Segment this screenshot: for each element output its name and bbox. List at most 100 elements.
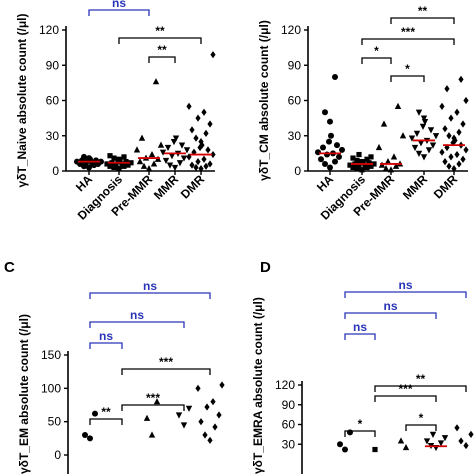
data-point	[107, 163, 113, 169]
data-point	[315, 149, 321, 156]
significance-bracket	[390, 17, 455, 24]
data-point	[368, 163, 374, 169]
data-point	[210, 51, 216, 59]
data-point	[454, 424, 460, 432]
data-point	[347, 162, 353, 168]
data-point	[334, 142, 340, 149]
data-point	[380, 120, 388, 127]
data-point	[347, 429, 353, 436]
data-point	[92, 410, 98, 417]
data-point	[332, 158, 338, 165]
data-point	[180, 155, 188, 162]
data-point	[168, 153, 176, 160]
data-point	[202, 431, 208, 439]
data-point	[166, 162, 174, 169]
data-point	[460, 120, 466, 128]
significance-bracket	[118, 37, 202, 44]
data-point	[178, 142, 186, 149]
data-point	[463, 146, 469, 154]
category-label: DMR	[431, 172, 460, 201]
significance-bracket	[361, 57, 392, 64]
data-point	[318, 156, 324, 163]
data-point	[162, 157, 170, 165]
panel-letter-c: C	[4, 259, 15, 276]
panel-b: 0 30 60 90 120 γδT_CM absolute count (/μl) HA D…	[257, 4, 469, 223]
data-point	[446, 162, 452, 170]
data-point	[432, 133, 440, 140]
data-point	[74, 158, 80, 165]
data-point	[439, 102, 445, 110]
data-point	[441, 435, 449, 442]
data-point	[189, 161, 195, 169]
data-point	[107, 153, 113, 159]
data-point	[458, 75, 464, 83]
significance-label: ns	[130, 308, 144, 322]
data-point	[419, 123, 427, 130]
significance-label: ns	[353, 320, 367, 334]
y-tick-label: 30	[46, 129, 60, 143]
data-point	[175, 412, 183, 419]
data-point	[98, 158, 104, 165]
panel-d: 30 60 90 120 γδT_EMRA absolute count (/μl) ns…	[251, 278, 474, 474]
significance-label: **	[416, 372, 426, 386]
data-point	[451, 165, 457, 173]
panel-a: 0 30 60 90 120 γδT_Naive absolute count (/μl)…	[15, 0, 216, 223]
data-point	[81, 153, 87, 160]
data-point	[342, 446, 348, 453]
category-label: HA	[73, 172, 95, 194]
data-point	[368, 154, 374, 160]
data-point	[219, 381, 225, 389]
significance-bracket	[374, 395, 437, 402]
significance-bracket	[89, 321, 185, 328]
data-point	[195, 158, 201, 166]
data-point	[468, 430, 474, 438]
significance-label: ns	[99, 329, 113, 343]
data-point	[87, 435, 93, 442]
y-tick-label: 150	[41, 348, 61, 362]
data-point	[460, 155, 466, 163]
data-point	[138, 134, 146, 141]
data-point	[427, 127, 435, 134]
data-point	[171, 164, 179, 172]
data-point	[392, 162, 400, 169]
y-axis-label: γδT_EMRA absolute count (/μl)	[251, 297, 265, 474]
category-label: MMR	[151, 172, 181, 202]
data-point	[119, 161, 125, 167]
data-point	[322, 109, 328, 116]
y-tick-label: 120	[275, 378, 295, 392]
significance-label: **	[418, 4, 428, 18]
data-point	[366, 160, 372, 166]
y-tick-label: 60	[282, 418, 296, 432]
data-point	[172, 135, 180, 142]
data-point	[463, 441, 469, 450]
data-point	[204, 403, 210, 411]
y-tick-label: 120	[39, 23, 59, 37]
data-point	[451, 134, 457, 142]
significance-bracket	[374, 385, 467, 392]
data-point	[198, 165, 204, 173]
significance-bracket	[344, 312, 437, 319]
data-point	[362, 162, 368, 168]
data-point	[183, 147, 191, 154]
data-point	[446, 132, 452, 140]
data-point	[210, 150, 216, 159]
data-point	[186, 102, 192, 110]
data-point	[148, 150, 156, 158]
data-point	[429, 431, 437, 438]
data-point	[116, 166, 122, 172]
data-point	[185, 405, 193, 412]
data-point	[413, 130, 421, 137]
data-point	[189, 126, 195, 134]
significance-bracket	[405, 424, 437, 431]
data-point	[456, 128, 462, 136]
y-axis-label: γδT_EM absolute count (/μl)	[17, 314, 31, 474]
significance-bracket	[121, 368, 211, 375]
data-point	[425, 147, 433, 154]
data-point	[402, 443, 410, 451]
y-tick-label: 50	[48, 415, 62, 429]
significance-bracket	[88, 9, 150, 16]
data-point	[463, 96, 469, 105]
data-point	[371, 161, 377, 167]
significance-label: ns	[112, 0, 126, 10]
data-point	[136, 158, 144, 165]
